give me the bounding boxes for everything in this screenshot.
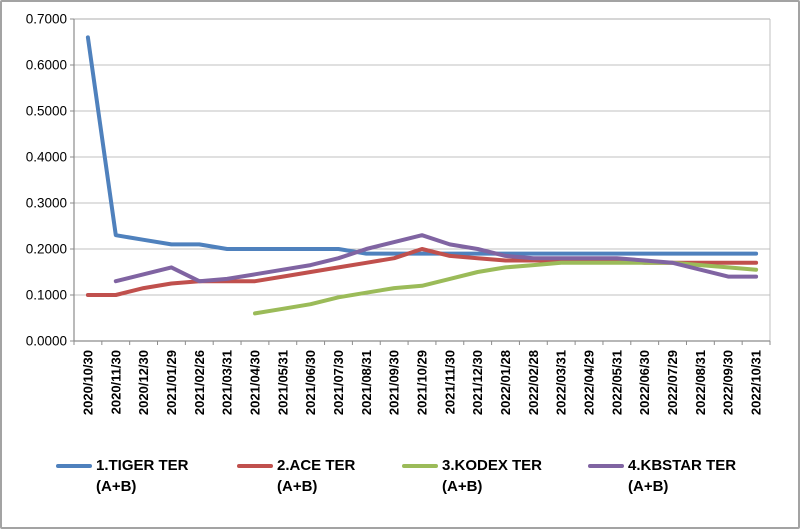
series-line-ace: [85, 247, 759, 297]
x-axis-label: 2022/02/28: [526, 350, 541, 415]
legend-label-kodex: 3.KODEX TER (A+B): [442, 455, 542, 497]
legend-label-line2: (A+B): [442, 478, 483, 495]
x-axis-label: 2021/09/30: [387, 350, 402, 415]
x-axis-label: 2021/07/30: [331, 350, 346, 415]
y-axis-label: 0.7000: [26, 12, 67, 27]
legend-label-tiger: 1.TIGER TER (A+B): [96, 455, 189, 497]
y-axis-label: 0.2000: [26, 242, 67, 257]
y-axis-label: 0.5000: [26, 104, 67, 119]
x-axis-label: 2021/10/29: [415, 350, 430, 415]
x-axis-label: 2022/08/31: [693, 350, 708, 415]
x-axis-label: 2021/03/31: [220, 350, 235, 415]
legend-swatch-tiger: [56, 464, 92, 468]
x-axis-label: 2021/01/29: [164, 350, 179, 415]
y-axis-label: 0.4000: [26, 150, 67, 165]
x-axis-label: 2022/06/30: [637, 350, 652, 415]
legend-item-kodex: 3.KODEX TER (A+B): [402, 455, 542, 497]
legend-label-line1: 3.KODEX TER: [442, 457, 543, 474]
legend-label-line2: (A+B): [96, 478, 137, 495]
x-axis-label: 2021/04/30: [247, 350, 262, 415]
legend-item-ace: 2.ACE TER (A+B): [237, 455, 355, 497]
x-axis-label: 2021/05/31: [275, 350, 290, 415]
x-axis-label: 2020/12/30: [136, 350, 151, 415]
x-axis-label: 2022/05/31: [609, 350, 624, 415]
series-line-kbstar: [113, 233, 759, 284]
x-axis-label: 2020/11/30: [108, 350, 123, 414]
legend-label-kbstar: 4.KBSTAR TER (A+B): [628, 455, 736, 497]
x-axis-label: 2022/04/29: [582, 350, 597, 415]
legend-label-line2: (A+B): [277, 478, 318, 495]
x-axis-label: 2021/12/30: [470, 350, 485, 415]
x-axis-label: 2021/08/31: [359, 350, 374, 415]
legend-label-line1: 4.KBSTAR TER: [628, 457, 737, 474]
y-axis-label: 0.1000: [26, 288, 67, 303]
legend-item-tiger: 1.TIGER TER (A+B): [56, 455, 189, 497]
legend-swatch-kbstar: [588, 464, 624, 468]
series-line-tiger: [85, 35, 759, 256]
y-axis-label: 0.3000: [26, 196, 67, 211]
legend-swatch-kodex: [402, 464, 438, 468]
legend-swatch-ace: [237, 464, 273, 468]
legend-label-line2: (A+B): [628, 478, 669, 495]
legend-item-kbstar: 4.KBSTAR TER (A+B): [588, 455, 736, 497]
y-axis-label: 0.0000: [26, 334, 67, 349]
x-axis-label: 2021/02/26: [192, 350, 207, 415]
x-axis-label: 2021/06/30: [303, 350, 318, 415]
x-axis-label: 2022/07/29: [665, 350, 680, 415]
legend-label-line1: 1.TIGER TER: [96, 457, 189, 474]
x-axis-label: 2022/10/31: [749, 350, 764, 415]
y-axis-label: 0.6000: [26, 58, 67, 73]
chart-legend: 1.TIGER TER (A+B) 2.ACE TER (A+B) 3.KODEX TE…: [2, 455, 798, 515]
x-axis-label: 2020/10/30: [80, 350, 95, 415]
legend-label-ace: 2.ACE TER (A+B): [277, 455, 355, 497]
x-axis-label: 2022/01/28: [498, 350, 513, 415]
x-axis-label: 2022/09/30: [721, 350, 736, 415]
legend-label-line1: 2.ACE TER: [277, 457, 356, 474]
x-axis-label: 2021/11/30: [442, 350, 457, 414]
x-axis-label: 2022/03/31: [554, 350, 569, 415]
